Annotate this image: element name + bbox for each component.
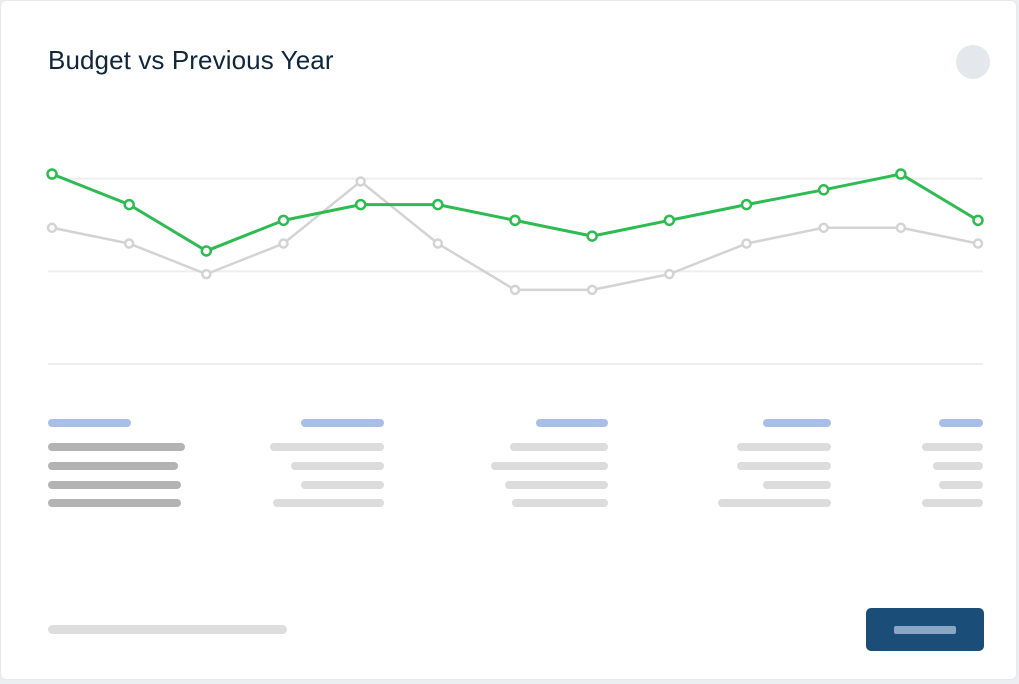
summary-column-header-skeleton <box>939 419 983 427</box>
previous-series-point[interactable] <box>46 222 58 234</box>
summary-cell-skeleton <box>510 443 608 451</box>
current-series-point[interactable] <box>895 168 907 180</box>
summary-cell-skeleton <box>922 443 983 451</box>
previous-series-point[interactable] <box>509 284 521 296</box>
card-title: Budget vs Previous Year <box>48 45 334 75</box>
summary-cell-skeleton <box>270 443 384 451</box>
summary-row-label-skeleton <box>48 443 185 451</box>
current-series-point[interactable] <box>586 230 598 242</box>
footer-text-skeleton <box>48 625 287 634</box>
current-series-point[interactable] <box>432 198 444 211</box>
summary-cell-skeleton <box>301 481 384 489</box>
summary-row-label-skeleton <box>48 462 178 470</box>
previous-series-point[interactable] <box>123 238 135 249</box>
summary-cell-skeleton <box>273 499 384 507</box>
current-series-point[interactable] <box>740 198 753 211</box>
current-series-point[interactable] <box>509 214 521 227</box>
summary-column-header-skeleton <box>301 419 384 427</box>
summary-cell-skeleton <box>933 462 983 470</box>
summary-cell-skeleton <box>505 481 608 489</box>
previous-series-point[interactable] <box>741 238 752 249</box>
previous-series-point[interactable] <box>895 222 907 234</box>
current-series-point[interactable] <box>354 198 367 211</box>
summary-cell-skeleton <box>291 462 384 470</box>
previous-series-point[interactable] <box>972 238 984 249</box>
summary-cell-skeleton <box>763 481 831 489</box>
summary-cell-skeleton <box>737 462 831 470</box>
previous-series-point[interactable] <box>355 176 366 187</box>
current-series-point[interactable] <box>817 184 830 196</box>
summary-cell-skeleton <box>922 499 983 507</box>
line-chart <box>46 168 984 365</box>
current-series-point[interactable] <box>277 214 290 227</box>
current-series-point[interactable] <box>123 198 135 211</box>
current-series-line <box>51 172 979 253</box>
current-series-point[interactable] <box>200 245 213 257</box>
summary-column-header-skeleton <box>48 419 131 427</box>
summary-cell-skeleton <box>737 443 831 451</box>
current-series-point[interactable] <box>46 168 58 180</box>
summary-cell-skeleton <box>512 499 608 507</box>
previous-series-line <box>51 180 979 292</box>
primary-action-button[interactable] <box>866 608 984 651</box>
button-label-skeleton <box>894 626 956 634</box>
previous-series-point[interactable] <box>818 222 829 234</box>
summary-column-header-skeleton <box>536 419 608 427</box>
current-series-point[interactable] <box>663 214 676 227</box>
summary-row-label-skeleton <box>48 481 181 489</box>
previous-series-point[interactable] <box>432 238 444 249</box>
summary-row-label-skeleton <box>48 499 181 507</box>
previous-series-point[interactable] <box>664 268 675 280</box>
summary-cell-skeleton <box>718 499 831 507</box>
previous-series-point[interactable] <box>201 268 212 280</box>
previous-series-point[interactable] <box>586 284 598 296</box>
summary-cell-skeleton <box>491 462 608 470</box>
current-series-point[interactable] <box>972 214 984 227</box>
previous-series-point[interactable] <box>278 238 289 249</box>
menu-dot-icon[interactable] <box>956 45 990 79</box>
summary-cell-skeleton <box>939 481 983 489</box>
summary-column-header-skeleton <box>763 419 831 427</box>
